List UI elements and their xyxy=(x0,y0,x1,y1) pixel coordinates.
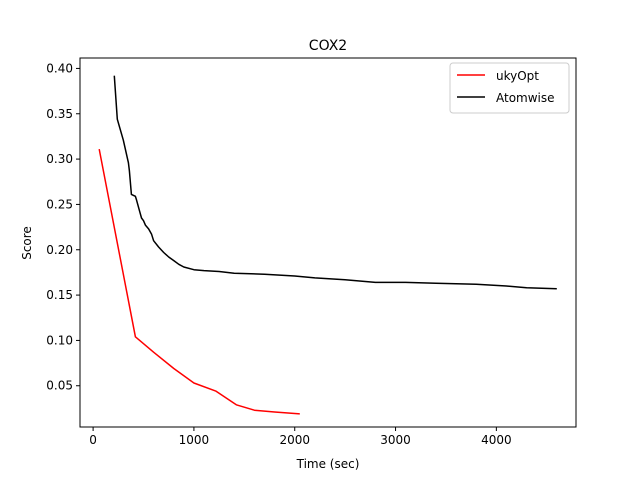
chart-title: COX2 xyxy=(309,38,347,54)
y-tick-label: 0.30 xyxy=(46,152,73,166)
y-tick-label: 0.05 xyxy=(46,379,73,393)
y-tick-label: 0.10 xyxy=(46,333,73,347)
plot-series-group xyxy=(98,75,557,415)
legend: ukyOpt Atomwise xyxy=(449,62,570,114)
y-tick-label: 0.15 xyxy=(46,288,73,302)
y-axis: 0.05 0.10 0.15 0.20 0.25 0.30 0.35 0.40 xyxy=(46,61,80,393)
x-tick-label: 3000 xyxy=(380,433,411,447)
legend-label-ukyopt: ukyOpt xyxy=(496,69,539,83)
y-tick-label: 0.35 xyxy=(46,107,73,121)
y-tick-label: 0.40 xyxy=(46,61,73,75)
x-tick-label: 4000 xyxy=(481,433,512,447)
x-tick-label: 1000 xyxy=(179,433,210,447)
legend-label-atomwise: Atomwise xyxy=(496,91,555,105)
x-tick-label: 2000 xyxy=(279,433,310,447)
x-axis: 0 1000 2000 3000 4000 xyxy=(89,427,512,447)
series-line-ukyopt xyxy=(98,148,300,415)
x-tick-label: 0 xyxy=(89,433,97,447)
series-line-atomwise xyxy=(113,75,557,290)
y-tick-label: 0.25 xyxy=(46,197,73,211)
plot-frame xyxy=(79,57,577,428)
y-tick-label: 0.20 xyxy=(46,243,73,257)
y-axis-label: Score xyxy=(20,226,34,260)
x-axis-label: Time (sec) xyxy=(296,457,360,471)
